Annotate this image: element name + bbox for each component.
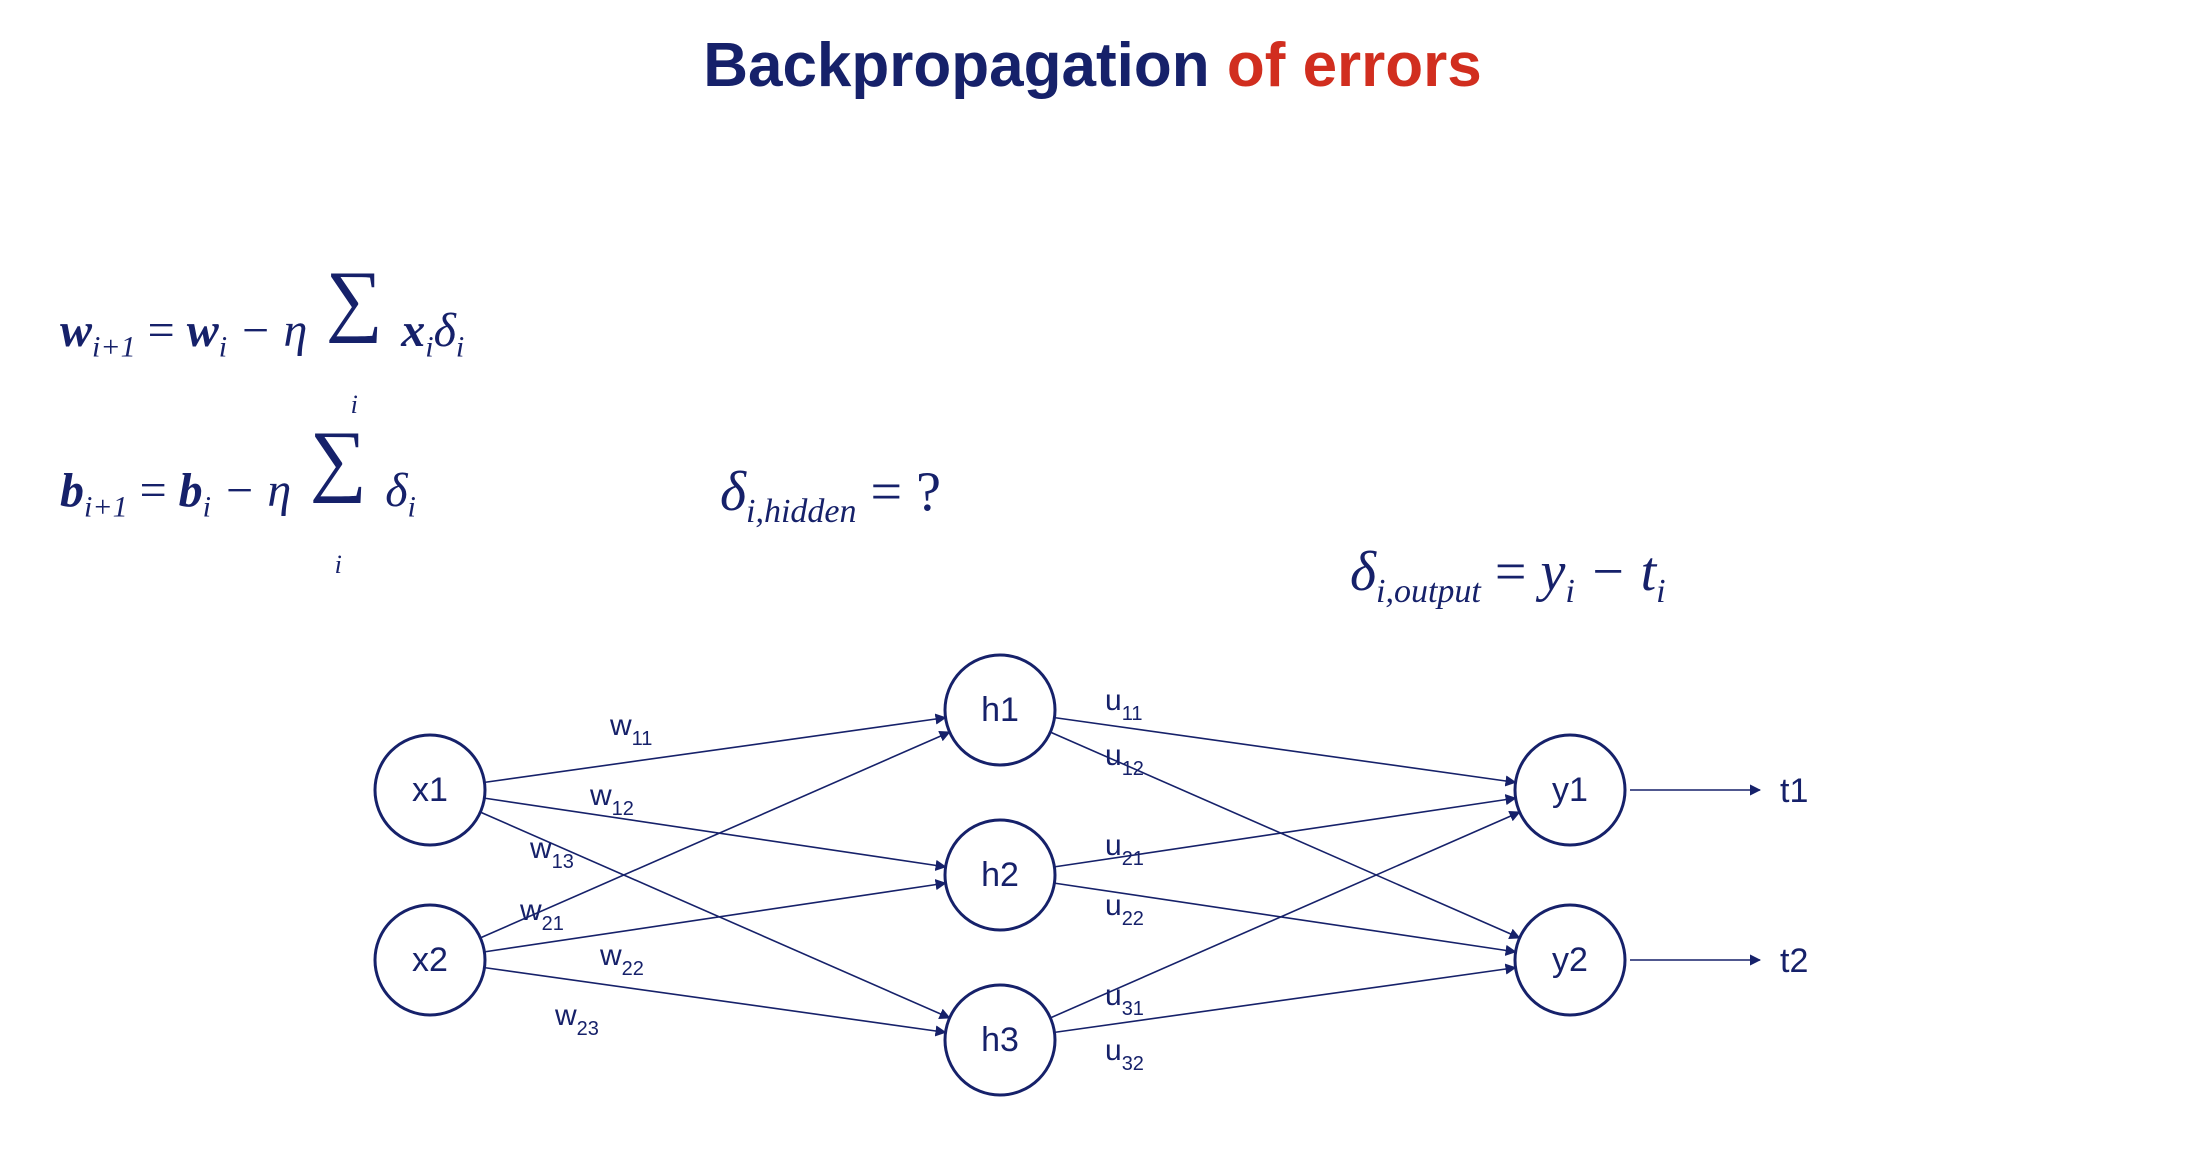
hidden-node-label-h1: h1 [981, 691, 1019, 729]
edge-x2-h3 [484, 968, 945, 1033]
u-weight-label-21: u21 [1105, 829, 1144, 870]
w-weight-label-21: w21 [519, 894, 564, 935]
output-node-label-y2: y2 [1552, 941, 1588, 979]
input-node-label-x2: x2 [412, 941, 448, 979]
w-weight-label-13: w13 [529, 832, 574, 873]
w-weight-label-22: w22 [599, 939, 644, 980]
output-node-label-y1: y1 [1552, 771, 1588, 809]
w-weight-label-11: w11 [609, 709, 652, 750]
target-label-t1: t1 [1780, 772, 1808, 810]
target-label-t2: t2 [1780, 942, 1808, 980]
network-diagram: x1 x2 h1 h2 h3 y1 y2 w11 w12 w13 w21 w22w23 u11 u12 u… [0, 0, 2185, 1169]
hidden-node-label-h2: h2 [981, 856, 1019, 894]
u-weight-label-12: u12 [1105, 739, 1144, 780]
u-weight-label-32: u32 [1105, 1034, 1144, 1075]
edge-x1-h1 [484, 718, 945, 783]
w-weight-label-23: w23 [554, 999, 599, 1040]
u-weight-label-11: u11 [1105, 684, 1142, 725]
hidden-node-label-h3: h3 [981, 1021, 1019, 1059]
input-node-label-x1: x1 [412, 771, 448, 809]
w-weight-label-12: w12 [589, 779, 634, 820]
